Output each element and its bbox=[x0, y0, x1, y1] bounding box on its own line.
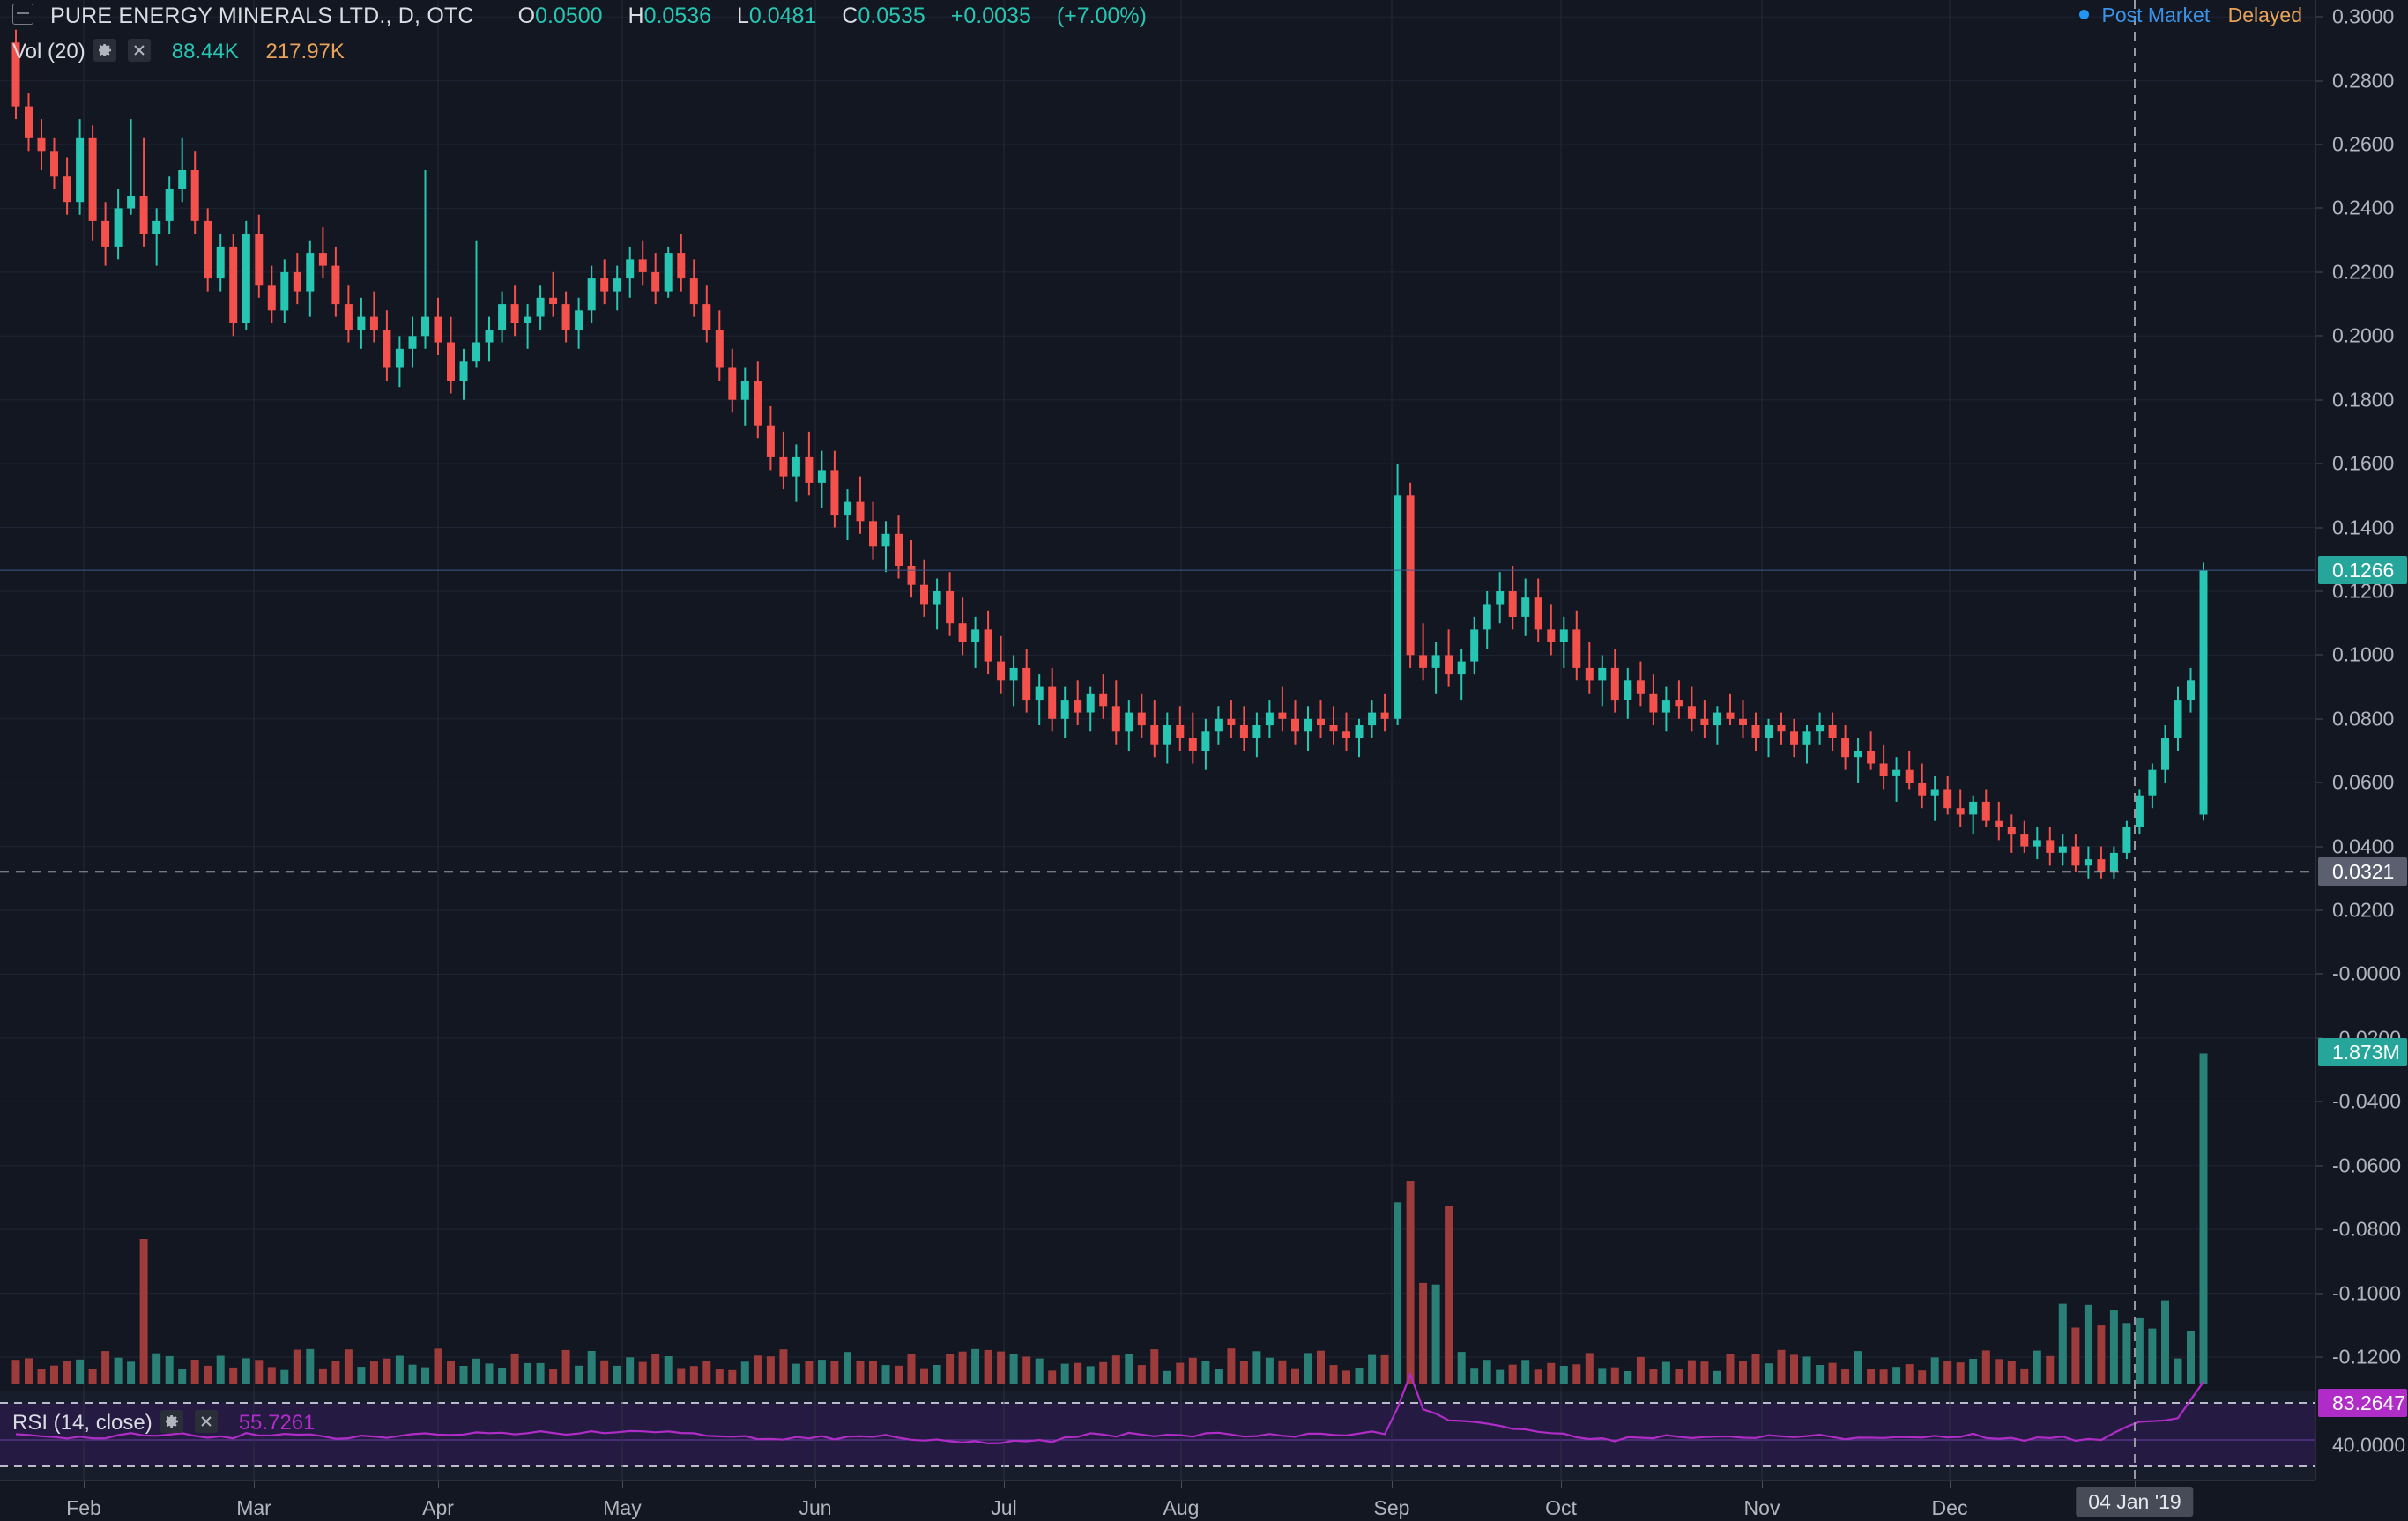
time-axis-tick bbox=[438, 1481, 439, 1488]
rsi-canvas[interactable] bbox=[0, 1371, 2315, 1480]
last-price-tag[interactable]: 0.1266 bbox=[2318, 556, 2407, 585]
close-icon[interactable] bbox=[128, 38, 152, 62]
time-axis-label: Dec bbox=[1931, 1496, 1968, 1519]
market-status-label[interactable]: Post Market bbox=[2101, 4, 2211, 26]
price-axis-label: -0.0400 bbox=[2332, 1089, 2402, 1113]
price-axis-label: 0.2800 bbox=[2332, 69, 2395, 93]
gear-icon[interactable] bbox=[93, 38, 117, 62]
price-axis-label: 0.3000 bbox=[2332, 4, 2395, 28]
price-axis-label: 0.2400 bbox=[2332, 196, 2395, 219]
price-axis-label: -0.0800 bbox=[2332, 1217, 2402, 1241]
price-axis-label: 0.0800 bbox=[2332, 707, 2395, 731]
time-axis-tick bbox=[254, 1481, 255, 1488]
price-axis-label: -0.1200 bbox=[2332, 1345, 2402, 1369]
price-axis-label: 0.2600 bbox=[2332, 132, 2395, 156]
price-axis-tick bbox=[2316, 527, 2323, 529]
time-axis-tick bbox=[622, 1481, 623, 1488]
time-axis-label: Oct bbox=[1545, 1496, 1577, 1519]
price-axis-tick bbox=[2316, 1228, 2323, 1230]
time-axis-tick bbox=[84, 1481, 85, 1488]
crosshair-date-tag[interactable]: 04 Jan '19 bbox=[2076, 1487, 2194, 1517]
collapse-icon[interactable] bbox=[12, 4, 33, 26]
time-axis-tick bbox=[1181, 1481, 1182, 1488]
price-axis-label: 0.0200 bbox=[2332, 898, 2395, 922]
price-axis-label: 0.1600 bbox=[2332, 451, 2395, 475]
time-axis-tick bbox=[1392, 1481, 1393, 1488]
price-axis-tick bbox=[2316, 399, 2323, 401]
price-axis-tick bbox=[2316, 16, 2323, 18]
crosshair-price-tag[interactable]: 0.0321 bbox=[2318, 857, 2407, 887]
time-axis-label: Nov bbox=[1743, 1496, 1780, 1519]
price-axis-tick bbox=[2316, 1293, 2323, 1295]
time-axis-label: Sep bbox=[1373, 1496, 1410, 1519]
time-axis-tick bbox=[1004, 1481, 1005, 1488]
price-axis[interactable]: 0.3000 0.2800 0.2600 0.2400 0.2200 0.2000 0.18… bbox=[2315, 0, 2408, 1480]
time-axis-tick bbox=[815, 1481, 816, 1488]
price-axis-label: -0.0000 bbox=[2332, 961, 2402, 985]
time-axis-tick bbox=[2135, 1481, 2136, 1488]
time-axis-label: Aug bbox=[1163, 1496, 1200, 1519]
time-axis[interactable]: Feb Mar Apr May Jun Jul Aug Sep Oct Nov Dec 04 Jan … bbox=[0, 1480, 2315, 1521]
price-axis-label: -0.0600 bbox=[2332, 1154, 2402, 1177]
time-axis-label: Mar bbox=[236, 1496, 271, 1519]
price-axis-tick bbox=[2316, 80, 2323, 82]
rsi-axis-label: 40.0000 bbox=[2332, 1433, 2406, 1457]
rsi-pane[interactable] bbox=[0, 1371, 2315, 1480]
price-axis-tick bbox=[2316, 335, 2323, 337]
time-axis-tick bbox=[1762, 1481, 1763, 1488]
price-axis-tick bbox=[2316, 909, 2323, 911]
price-pane[interactable] bbox=[0, 0, 2315, 1391]
price-axis-label: 0.2000 bbox=[2332, 323, 2395, 347]
price-axis-tick bbox=[2316, 590, 2323, 592]
price-axis-label: 0.1000 bbox=[2332, 642, 2395, 666]
time-axis-label: Feb bbox=[66, 1496, 101, 1519]
time-axis-label: Jul bbox=[991, 1496, 1017, 1519]
price-axis-tick bbox=[2316, 654, 2323, 656]
time-axis-tick bbox=[1950, 1481, 1951, 1488]
time-axis-label: May bbox=[603, 1496, 642, 1519]
time-axis-tick bbox=[1561, 1481, 1562, 1488]
price-axis-label: 0.1400 bbox=[2332, 516, 2395, 539]
time-axis-label: Jun bbox=[799, 1496, 832, 1519]
close-icon[interactable] bbox=[195, 1409, 219, 1433]
price-axis-tick bbox=[2316, 271, 2323, 273]
rsi-value-tag[interactable]: 83.2647 bbox=[2318, 1389, 2407, 1417]
price-axis-tick bbox=[2316, 846, 2323, 848]
time-axis-label: Apr bbox=[422, 1496, 454, 1519]
price-axis-label: -0.1000 bbox=[2332, 1281, 2402, 1305]
price-axis-tick bbox=[2316, 1165, 2323, 1167]
price-axis-tick bbox=[2316, 973, 2323, 975]
price-axis-tick bbox=[2316, 1037, 2323, 1039]
price-canvas[interactable] bbox=[0, 0, 2315, 1391]
gear-icon[interactable] bbox=[160, 1409, 184, 1433]
price-axis-label: 0.2200 bbox=[2332, 260, 2395, 284]
price-axis-tick bbox=[2316, 718, 2323, 720]
volume-value-tag[interactable]: 1.873M bbox=[2318, 1038, 2407, 1067]
price-axis-label: 0.1800 bbox=[2332, 388, 2395, 412]
market-status: Post Market Delayed bbox=[2079, 4, 2302, 27]
delayed-label[interactable]: Delayed bbox=[2227, 4, 2302, 26]
status-dot-icon bbox=[2079, 10, 2090, 20]
price-axis-label: 0.0600 bbox=[2332, 770, 2395, 794]
price-axis-label: 0.0400 bbox=[2332, 835, 2395, 858]
price-axis-tick bbox=[2316, 207, 2323, 209]
price-axis-tick bbox=[2316, 1356, 2323, 1358]
